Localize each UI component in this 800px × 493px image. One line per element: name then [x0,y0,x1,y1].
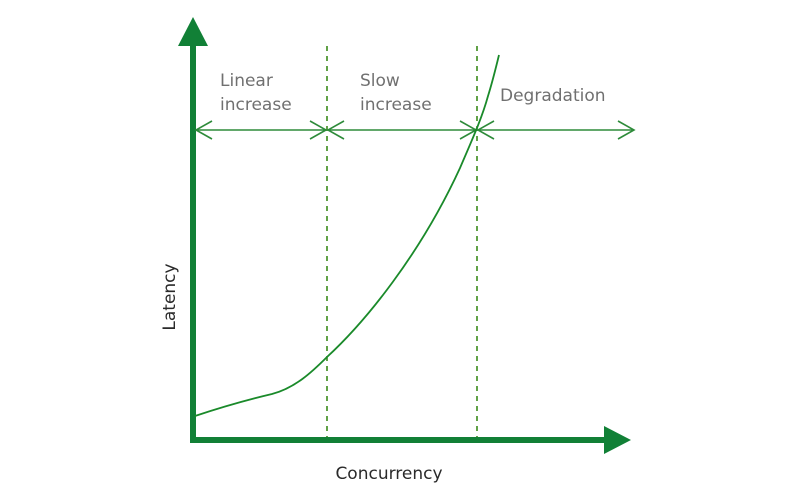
region-arrow-degradation [476,120,636,140]
region-label-linear-2: increase [220,95,292,115]
x-axis-arrowhead [604,426,631,454]
region-label-slow-line1: Slow [360,71,400,91]
region-arrow-slow [326,120,478,140]
region-label-linear: Linear [220,71,273,91]
region-label-degradation: Degradation [500,86,606,106]
x-axis-label: Concurrency [335,464,442,484]
latency-curve [194,54,500,417]
y-axis-label: Latency [160,263,180,330]
region-arrow-linear [194,120,328,140]
region-label-linear-line1: Linear [220,71,273,91]
region-label-slow-line2: increase [360,95,432,115]
region-label-linear-line2: increase [220,95,292,115]
y-axis-arrowhead [178,17,208,46]
region-label-slow: Slow [360,71,400,91]
region-label-slow-2: increase [360,95,432,115]
region-label-degradation-line1: Degradation [500,86,606,106]
